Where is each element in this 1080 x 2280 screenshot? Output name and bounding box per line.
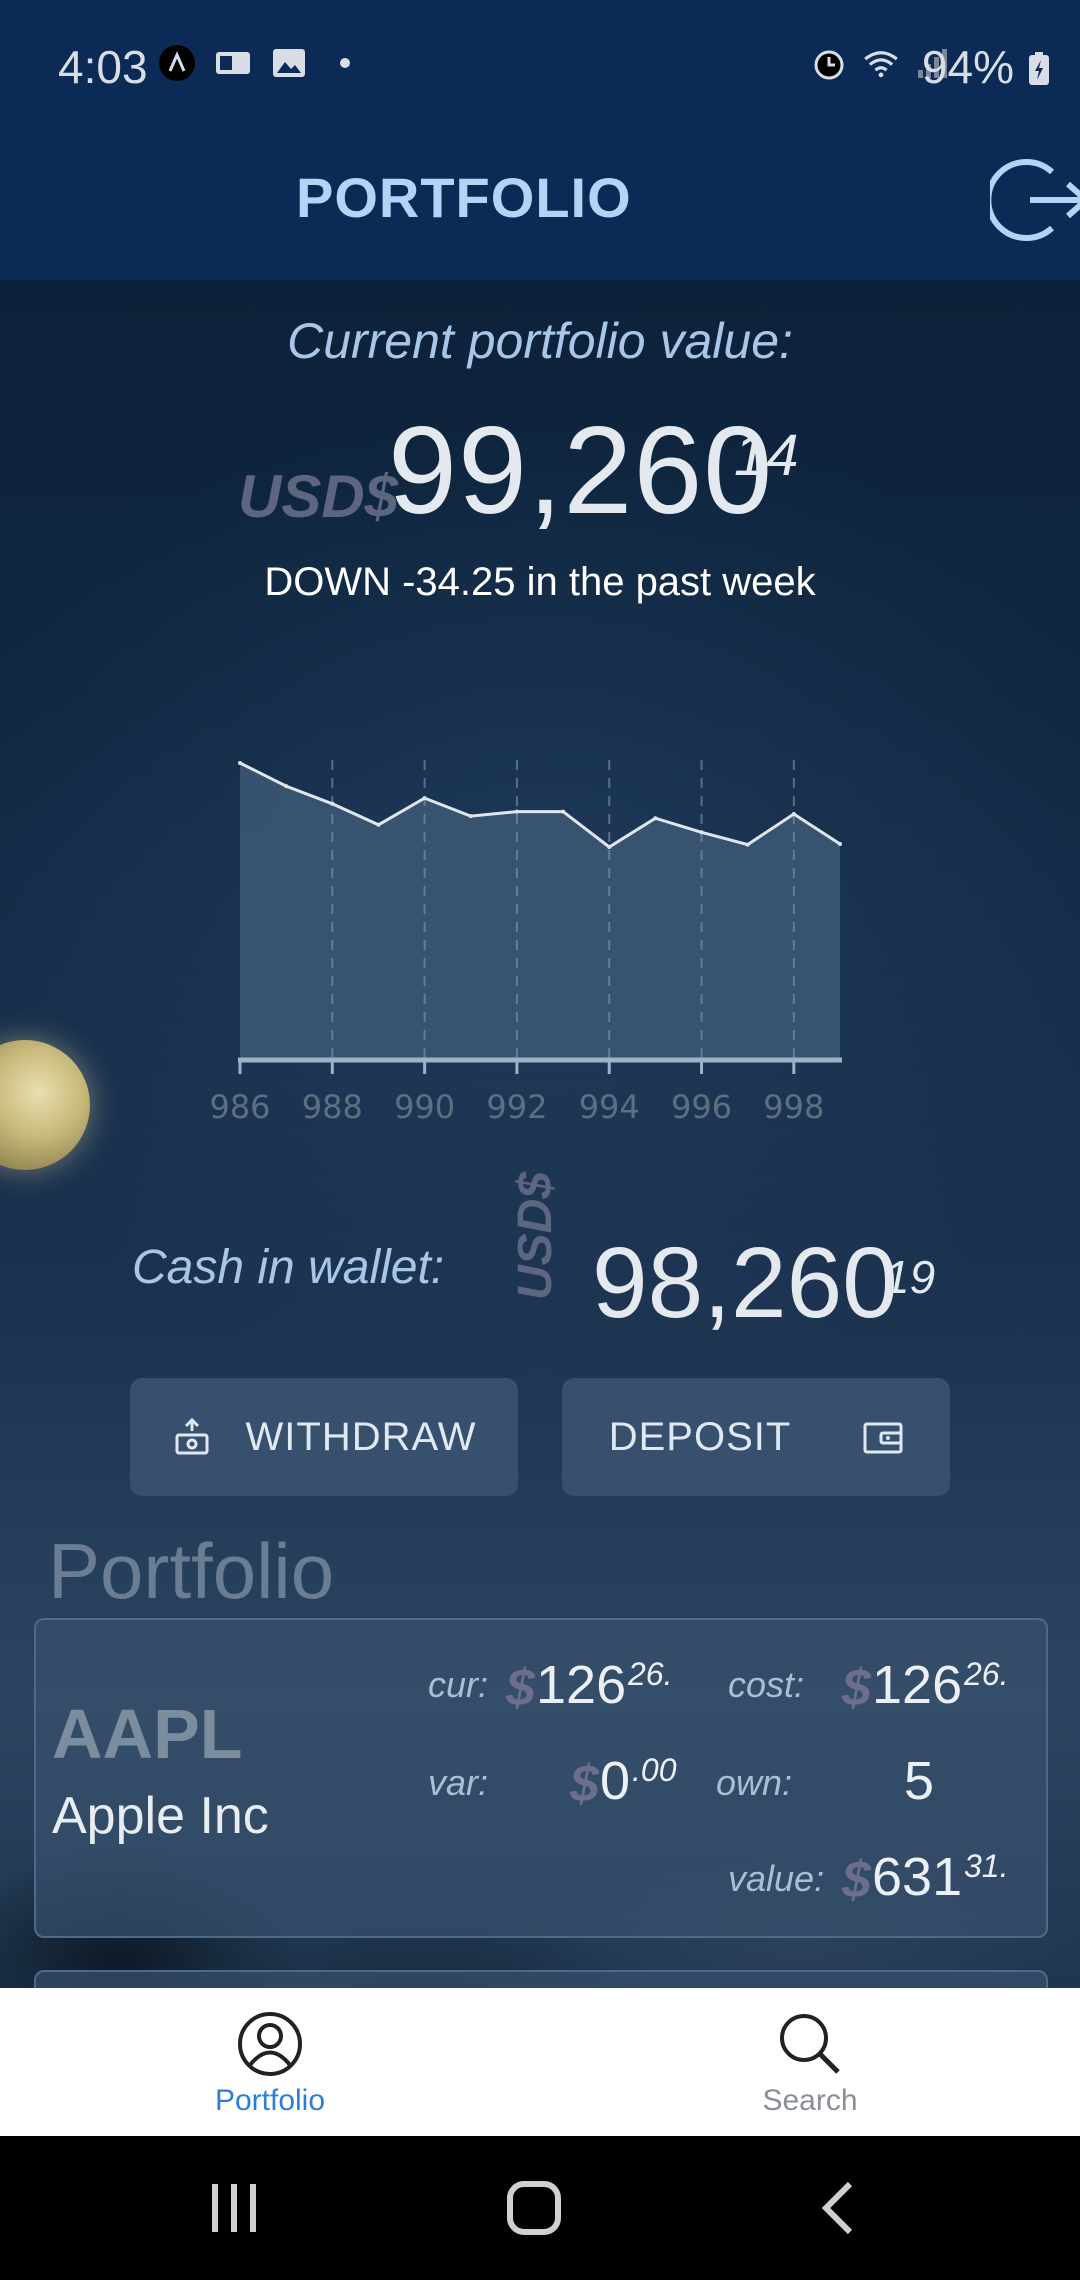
cur-integer: 126	[536, 1655, 627, 1715]
chart-tick-label: 994	[579, 1088, 640, 1126]
back-icon[interactable]	[810, 2178, 870, 2238]
logout-icon[interactable]	[990, 150, 1080, 250]
var-integer: 0	[600, 1751, 631, 1811]
cash-wallet-label: Cash in wallet:	[132, 1241, 445, 1294]
status-left-icons	[158, 44, 364, 82]
chart-point	[238, 761, 242, 765]
deposit-button[interactable]: DEPOSIT	[562, 1378, 950, 1496]
chart-point	[468, 814, 473, 819]
cost-decimal: 26.	[964, 1656, 1009, 1692]
weekly-change-text: DOWN -34.25 in the past week	[264, 560, 816, 604]
cost-dollar: $	[842, 1659, 871, 1717]
chart-point	[514, 809, 519, 814]
gallery-icon	[270, 44, 308, 82]
var-label: var:	[428, 1762, 489, 1803]
chart-point	[699, 830, 704, 835]
search-icon	[780, 2014, 840, 2074]
withdraw-button[interactable]: WITHDRAW	[130, 1378, 518, 1496]
cur-decimal: 26.	[628, 1656, 673, 1692]
portfolio-value: USD$ 99,260 14	[238, 400, 858, 540]
chart-point	[653, 816, 658, 821]
holding-ticker: AAPL	[52, 1695, 243, 1773]
chart-point	[791, 812, 796, 816]
withdraw-label: WITHDRAW	[245, 1414, 477, 1459]
chart-point	[422, 796, 427, 801]
chart-area	[240, 763, 840, 1060]
var-dollar: $	[570, 1755, 599, 1813]
own-value: 5	[904, 1751, 935, 1811]
chart-point	[376, 822, 381, 827]
cost-integer: 126	[872, 1655, 963, 1715]
battery-icon	[1029, 52, 1049, 85]
withdraw-icon	[175, 1417, 209, 1455]
holding-company-name: Apple Inc	[52, 1787, 269, 1845]
alarm-icon	[810, 44, 848, 82]
chart-tick-label: 990	[394, 1088, 455, 1126]
deposit-label: DEPOSIT	[608, 1414, 792, 1459]
chart-tick-label: 988	[302, 1088, 363, 1126]
holding-card[interactable]: AAPL Apple Inc cur: $ 126 26. cost: $ 12…	[34, 1618, 1048, 1938]
app-icon	[158, 44, 196, 82]
cost-label: cost:	[728, 1664, 805, 1705]
recent-apps-icon[interactable]	[204, 2178, 264, 2238]
battery-percent: 94%	[921, 41, 1014, 93]
cur-dollar: $	[506, 1659, 535, 1717]
portfolio-value-integer: 99,260	[388, 402, 774, 540]
portfolio-value-decimal: 14	[734, 423, 799, 488]
chart-series-line	[239, 761, 841, 849]
cash-wallet-decimal: 19	[884, 1251, 936, 1303]
wallet-icon	[863, 1422, 903, 1454]
dot-icon	[326, 44, 364, 82]
nav-label-portfolio: Portfolio	[214, 2084, 326, 2117]
value-label: value:	[728, 1858, 825, 1899]
portfolio-section-title: Portfolio	[48, 1527, 335, 1615]
cash-wallet-currency: USD$	[509, 1171, 562, 1300]
portfolio-chart: 986 988 990 992 994 996 998	[209, 760, 842, 1126]
chart-tick-label: 992	[486, 1088, 547, 1126]
chart-point	[561, 809, 566, 814]
signal-icon	[914, 44, 952, 82]
cash-wallet-integer: 98,260	[592, 1227, 898, 1339]
value-integer: 631	[872, 1847, 963, 1907]
chart-point	[330, 801, 335, 806]
chart-point	[607, 845, 612, 849]
wifi-icon	[862, 44, 900, 82]
cur-label: cur:	[428, 1664, 489, 1705]
home-icon[interactable]	[504, 2178, 564, 2238]
var-decimal: .00	[632, 1752, 677, 1788]
value-dollar: $	[842, 1851, 871, 1909]
user-icon	[238, 2012, 302, 2076]
portfolio-value-label: Current portfolio value:	[287, 313, 793, 369]
outlook-icon	[214, 44, 252, 82]
own-label: own:	[716, 1762, 793, 1803]
status-bar: 4:03 94%	[0, 0, 1080, 140]
nav-tab-search[interactable]: Search	[540, 1988, 1080, 2136]
chart-point	[838, 842, 842, 846]
chart-tick-label: 998	[763, 1088, 824, 1126]
status-right-icons	[810, 44, 952, 82]
nav-tab-portfolio[interactable]: Portfolio	[0, 1988, 540, 2136]
chart-tick-label: 986	[209, 1088, 270, 1126]
nav-label-search: Search	[762, 2084, 858, 2117]
chart-tick-label: 996	[671, 1088, 732, 1126]
chart-point	[284, 784, 289, 789]
portfolio-value-currency: USD$	[238, 463, 399, 530]
chart-point	[745, 842, 750, 847]
status-time: 4:03	[58, 41, 148, 93]
bottom-navigation: Portfolio Search	[0, 1988, 1080, 2136]
system-navigation-bar	[0, 2136, 1080, 2280]
value-decimal: 31.	[964, 1848, 1009, 1884]
page-title: PORTFOLIO	[296, 166, 632, 229]
app-header: PORTFOLIO	[0, 140, 1080, 280]
